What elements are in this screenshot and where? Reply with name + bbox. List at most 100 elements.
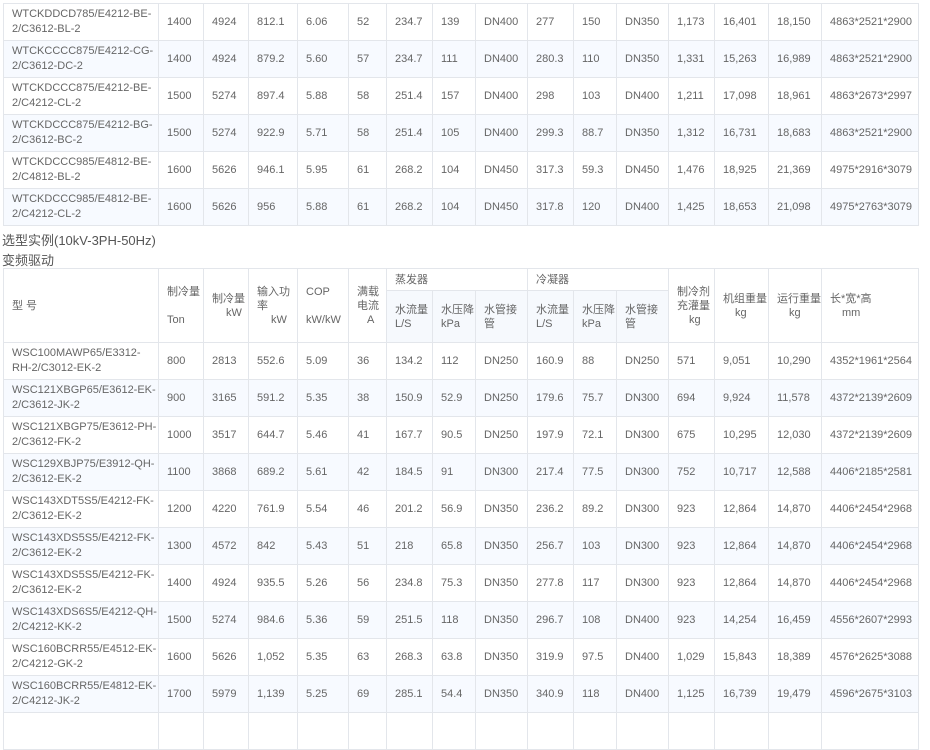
table-cell: 5.61 [297,453,349,491]
header-cond-pressure: 水压降 kPa [573,290,617,343]
table-cell: 761.9 [248,490,298,528]
table-cell: 800 [158,342,204,380]
table-cell: DN300 [616,453,669,491]
table-cell: 234.7 [386,3,433,41]
table-cell: 4863*2521*2900 [821,40,919,78]
table-cell: 4863*2673*2997 [821,77,919,115]
table-row: WTCKDDCD785/E4212-BE-2/C3612-BL-2 1400 492… [3,3,919,41]
table-cell: 4406*2454*2968 [821,527,919,565]
table-cell: 56 [348,564,387,602]
table-cell: 1700 [158,675,204,713]
table-cell: 234.7 [386,40,433,78]
table-cell: 46 [348,490,387,528]
table-cell: 694 [668,379,715,417]
table-cell: 11,578 [768,379,822,417]
table-cell: DN400 [616,77,669,115]
table-cell: 1,211 [668,77,715,115]
table-cell: 1,173 [668,3,715,41]
table-row: WSC129XBJP75/E3912-QH-2/C3612-EK-2 1100 38… [3,453,919,491]
table-cell: DN300 [616,379,669,417]
model-cell: WTCKDCCC985/E4812-BE-2/C4212-CL-2 [3,188,159,226]
table-cell: 111 [432,40,476,78]
table-cell: 112 [432,342,476,380]
table-cell: 167.7 [386,416,433,454]
table-cell: 118 [573,675,617,713]
table-row [3,712,919,750]
table-cell [573,712,617,750]
header-capacity-ton: 制冷量 Ton [158,268,204,343]
table-cell: 946.1 [248,151,298,189]
header-input-power: 输入功率 kW [248,268,298,343]
table-cell: 1400 [158,3,204,41]
table-cell: 41 [348,416,387,454]
table-cell: 319.9 [527,638,574,676]
table-cell: 21,098 [768,188,822,226]
table-cell: 91 [432,453,476,491]
table-cell: 184.5 [386,453,433,491]
table-cell: 10,295 [714,416,769,454]
table-cell: 118 [432,601,476,639]
table-cell: DN400 [616,188,669,226]
model-cell: WSC100MAWP65/E3312-RH-2/C3012-EK-2 [3,342,159,380]
table-cell: 900 [158,379,204,417]
table-cell: 1,425 [668,188,715,226]
table-cell: 61 [348,151,387,189]
table-cell: 5274 [203,114,249,152]
table-cell: 251.5 [386,601,433,639]
table-row: WTCKDCCC985/E4812-BE-2/C4212-CL-2 1600 562… [3,188,919,226]
table-cell: 879.2 [248,40,298,78]
table-row: WSC160BCRR55/E4512-EK-2/C4212-GK-2 1600 56… [3,638,919,676]
table-cell: 4372*2139*2609 [821,379,919,417]
header-cond-flow: 水流量L/S [527,290,574,343]
table-cell: DN300 [616,527,669,565]
header-cop: COP kW/kW [297,268,349,343]
table-cell: DN400 [475,114,528,152]
table-cell: 150.9 [386,379,433,417]
table-cell: 63.8 [432,638,476,676]
table-cell: 88.7 [573,114,617,152]
table-cell: 58 [348,114,387,152]
table-cell: 251.4 [386,77,433,115]
table-row: WSC143XDS6S5/E4212-QH-2/C4212-KK-2 1500 52… [3,601,919,639]
table-row: WSC143XDS5S5/E4212-FK-2/C3612-EK-2 1400 49… [3,564,919,602]
table-cell: 1400 [158,40,204,78]
table-cell: DN300 [475,453,528,491]
table-cell: 1100 [158,453,204,491]
table-cell: 104 [432,151,476,189]
table-cell: 139 [432,3,476,41]
table-cell: 552.6 [248,342,298,380]
table-cell: 117 [573,564,617,602]
table-cell: 4863*2521*2900 [821,3,919,41]
table-cell: 2813 [203,342,249,380]
table-cell: 18,961 [768,77,822,115]
table-cell: 4975*2763*3079 [821,188,919,226]
table-cell: DN400 [475,77,528,115]
table-cell: 15,843 [714,638,769,676]
table-cell: 234.8 [386,564,433,602]
table-cell [714,712,769,750]
model-cell: WTCKCCCC875/E4212-CG-2/C3612-DC-2 [3,40,159,78]
table-cell: 57 [348,40,387,78]
header-capacity-kw: 制冷量 kW [203,268,249,343]
table-cell: 571 [668,342,715,380]
table-cell: 4924 [203,564,249,602]
table-cell: 956 [248,188,298,226]
table-cell: DN250 [475,379,528,417]
table-cell: 317.3 [527,151,574,189]
table-cell: 18,389 [768,638,822,676]
model-cell: WSC143XDS6S5/E4212-QH-2/C4212-KK-2 [3,601,159,639]
table-cell: DN350 [475,490,528,528]
header-evaporator: 蒸发器 [386,268,528,291]
table-row: WSC100MAWP65/E3312-RH-2/C3012-EK-2 800 281… [3,342,919,380]
table-cell: 77.5 [573,453,617,491]
table-cell: 157 [432,77,476,115]
table-cell: 52.9 [432,379,476,417]
table-cell: DN350 [475,638,528,676]
table-cell: 5.71 [297,114,349,152]
table-cell: 72.1 [573,416,617,454]
table-cell: 58 [348,77,387,115]
table-cell: 5626 [203,638,249,676]
table-cell: 1400 [158,564,204,602]
table-cell: 4596*2675*3103 [821,675,919,713]
table-cell: 16,731 [714,114,769,152]
